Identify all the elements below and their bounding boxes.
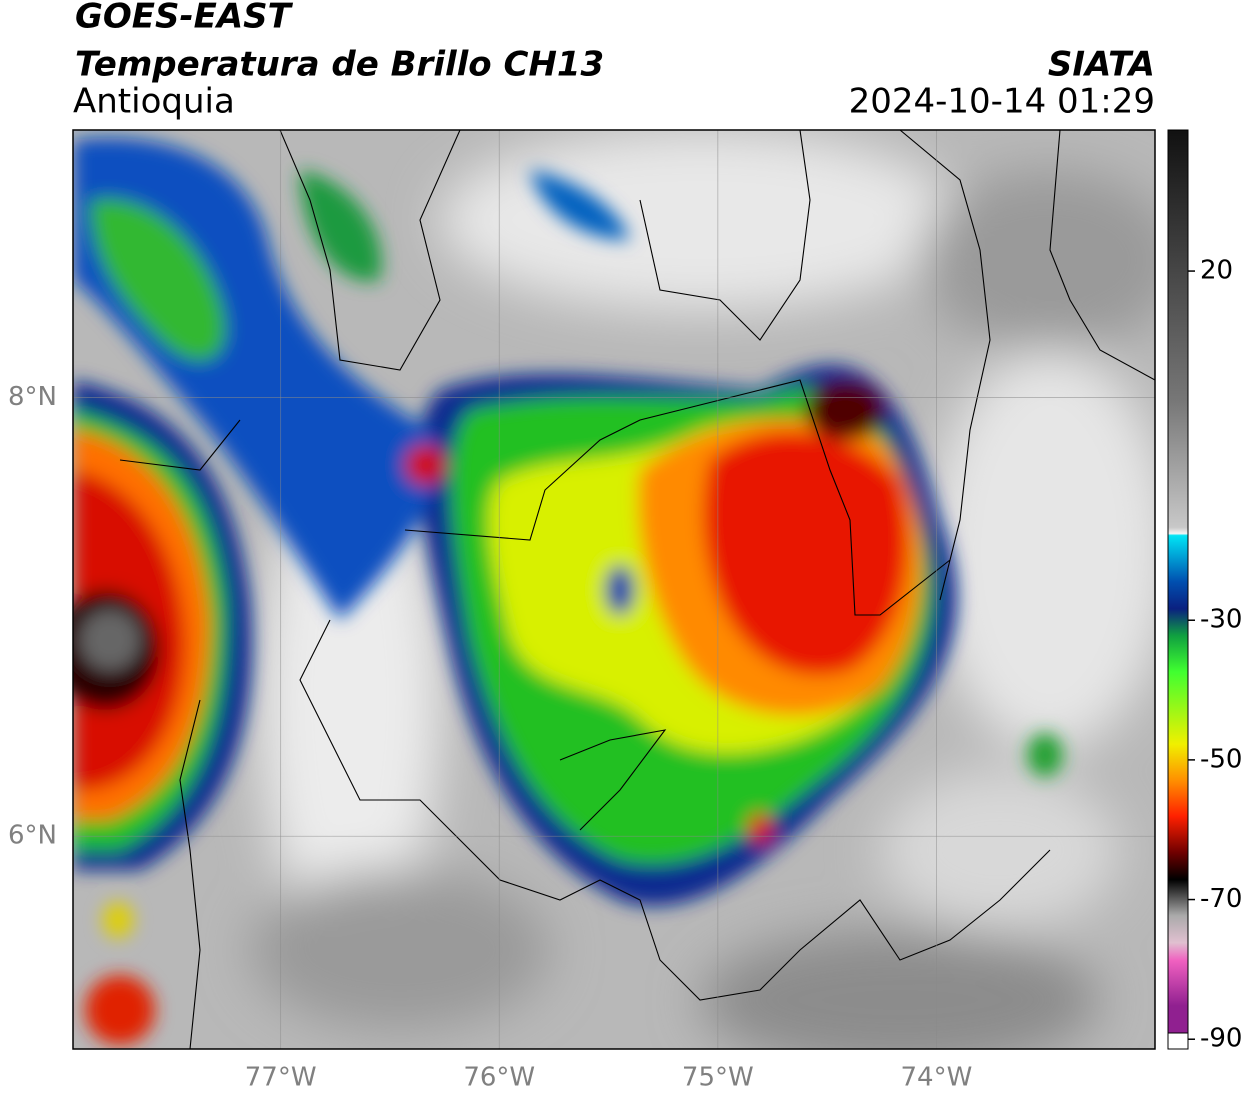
lat-tick-label: 8°N — [8, 382, 57, 412]
lat-tick-label: 6°N — [8, 821, 57, 851]
satellite-title: GOES-EAST — [75, 0, 294, 37]
region-title: Antioquia — [73, 82, 235, 122]
borders — [119, 130, 1155, 1049]
lon-tick-label: 77°W — [245, 1063, 317, 1093]
lon-tick-label: 75°W — [682, 1063, 754, 1093]
source-title: SIATA — [1048, 45, 1155, 85]
datetime-title: 2024-10-14 01:29 — [849, 82, 1155, 122]
satellite-image — [73, 130, 1155, 1049]
lon-tick-label: 76°W — [463, 1063, 535, 1093]
map-frame — [72, 129, 1156, 1050]
colorbar-tick-label: 20 — [1200, 256, 1233, 286]
colorbar-tick-label: -50 — [1200, 744, 1242, 774]
product-title: Temperatura de Brillo CH13 — [75, 45, 604, 85]
colorbar-extension — [1167, 1032, 1189, 1050]
graticule — [73, 130, 1155, 1049]
colorbar-tick-label: -90 — [1200, 1024, 1242, 1054]
colorbar-tick-label: -70 — [1200, 884, 1242, 914]
colorbar — [1167, 129, 1189, 1034]
lon-tick-label: 74°W — [901, 1063, 973, 1093]
colorbar-tick-label: -30 — [1200, 605, 1242, 635]
